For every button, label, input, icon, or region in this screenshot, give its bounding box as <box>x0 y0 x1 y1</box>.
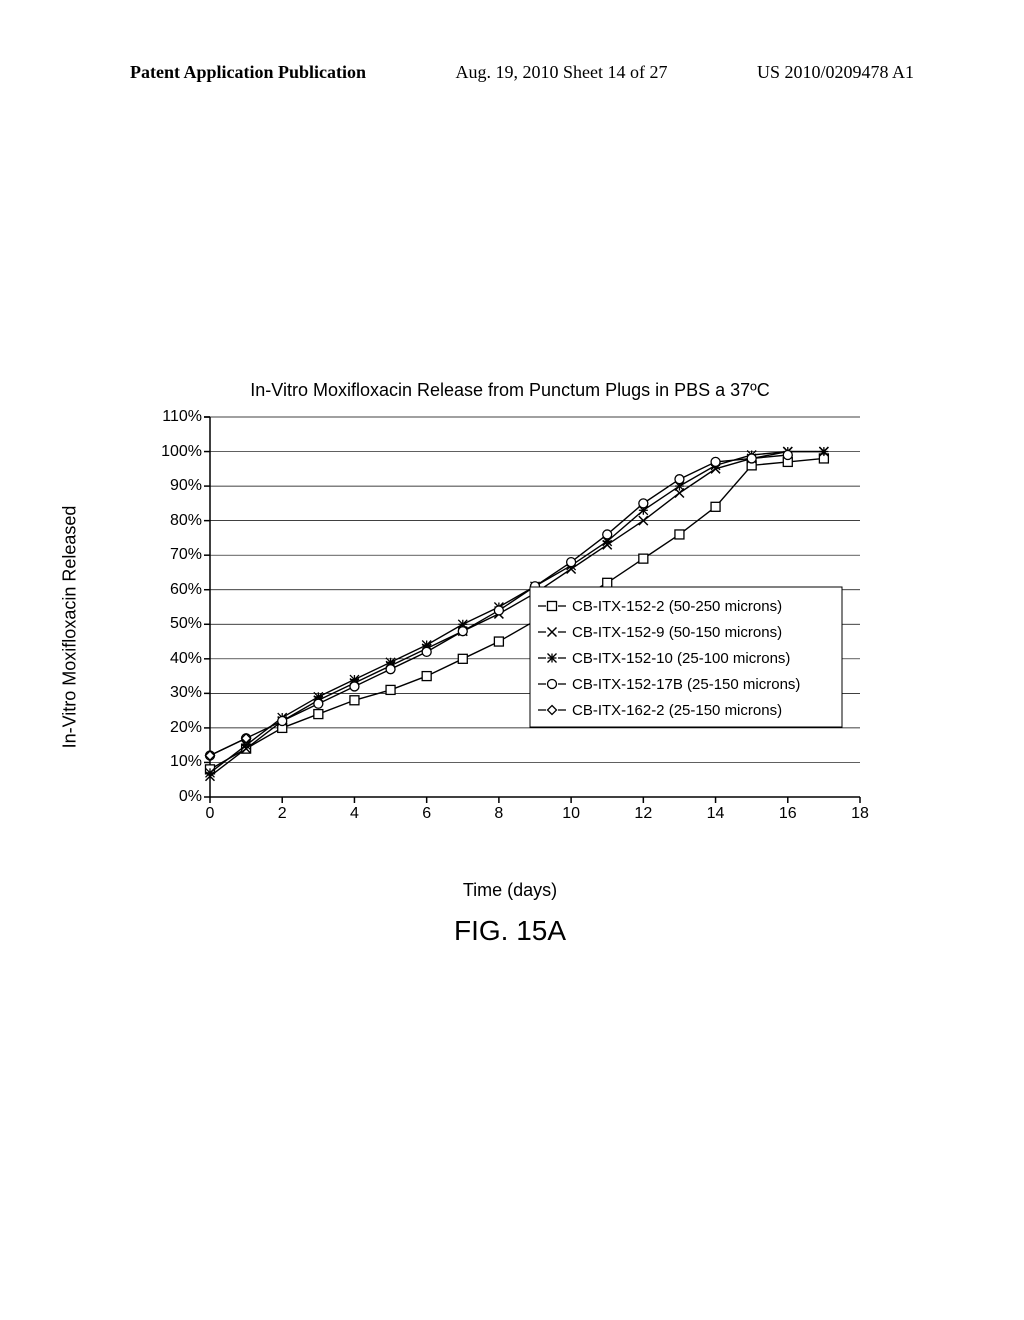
svg-text:CB-ITX-152-9 (50-150 microns): CB-ITX-152-9 (50-150 microns) <box>572 624 782 641</box>
y-tick-label: 40% <box>154 650 202 668</box>
x-tick-label: 4 <box>350 805 359 823</box>
chart: In-Vitro Moxifloxacin Released CB-ITX-15… <box>120 407 900 847</box>
x-tick-label: 2 <box>278 805 287 823</box>
x-tick-label: 16 <box>779 805 797 823</box>
x-tick-label: 10 <box>562 805 580 823</box>
x-tick-label: 6 <box>422 805 431 823</box>
x-axis-label: Time (days) <box>120 880 900 901</box>
svg-text:CB-ITX-162-2 (25-150 microns): CB-ITX-162-2 (25-150 microns) <box>572 702 782 719</box>
svg-text:CB-ITX-152-17B (25-150 microns: CB-ITX-152-17B (25-150 microns) <box>572 676 800 693</box>
y-tick-label: 100% <box>154 443 202 461</box>
figure-caption: FIG. 15A <box>120 915 900 947</box>
y-tick-label: 110% <box>154 408 202 426</box>
chart-container: In-Vitro Moxifloxacin Release from Punct… <box>120 380 900 847</box>
svg-text:CB-ITX-152-10 (25-100 microns): CB-ITX-152-10 (25-100 microns) <box>572 650 790 667</box>
x-tick-label: 12 <box>634 805 652 823</box>
y-tick-label: 20% <box>154 719 202 737</box>
y-tick-label: 60% <box>154 581 202 599</box>
y-tick-label: 80% <box>154 512 202 530</box>
y-tick-label: 10% <box>154 753 202 771</box>
page-header: Patent Application Publication Aug. 19, … <box>0 62 1024 83</box>
svg-text:CB-ITX-152-2 (50-250 microns): CB-ITX-152-2 (50-250 microns) <box>572 598 782 615</box>
y-tick-label: 30% <box>154 684 202 702</box>
page: Patent Application Publication Aug. 19, … <box>0 0 1024 1320</box>
header-right: US 2010/0209478 A1 <box>757 62 914 83</box>
chart-title: In-Vitro Moxifloxacin Release from Punct… <box>120 380 900 401</box>
y-tick-label: 70% <box>154 546 202 564</box>
x-tick-label: 0 <box>206 805 215 823</box>
x-tick-label: 8 <box>494 805 503 823</box>
y-tick-label: 0% <box>154 788 202 806</box>
y-axis-label: In-Vitro Moxifloxacin Released <box>60 506 81 749</box>
y-tick-label: 50% <box>154 615 202 633</box>
header-mid: Aug. 19, 2010 Sheet 14 of 27 <box>456 62 668 83</box>
header-left: Patent Application Publication <box>130 62 366 83</box>
x-tick-label: 18 <box>851 805 869 823</box>
chart-svg: CB-ITX-152-2 (50-250 microns) CB-ITX-152-… <box>120 407 900 847</box>
y-tick-label: 90% <box>154 477 202 495</box>
x-tick-label: 14 <box>707 805 725 823</box>
